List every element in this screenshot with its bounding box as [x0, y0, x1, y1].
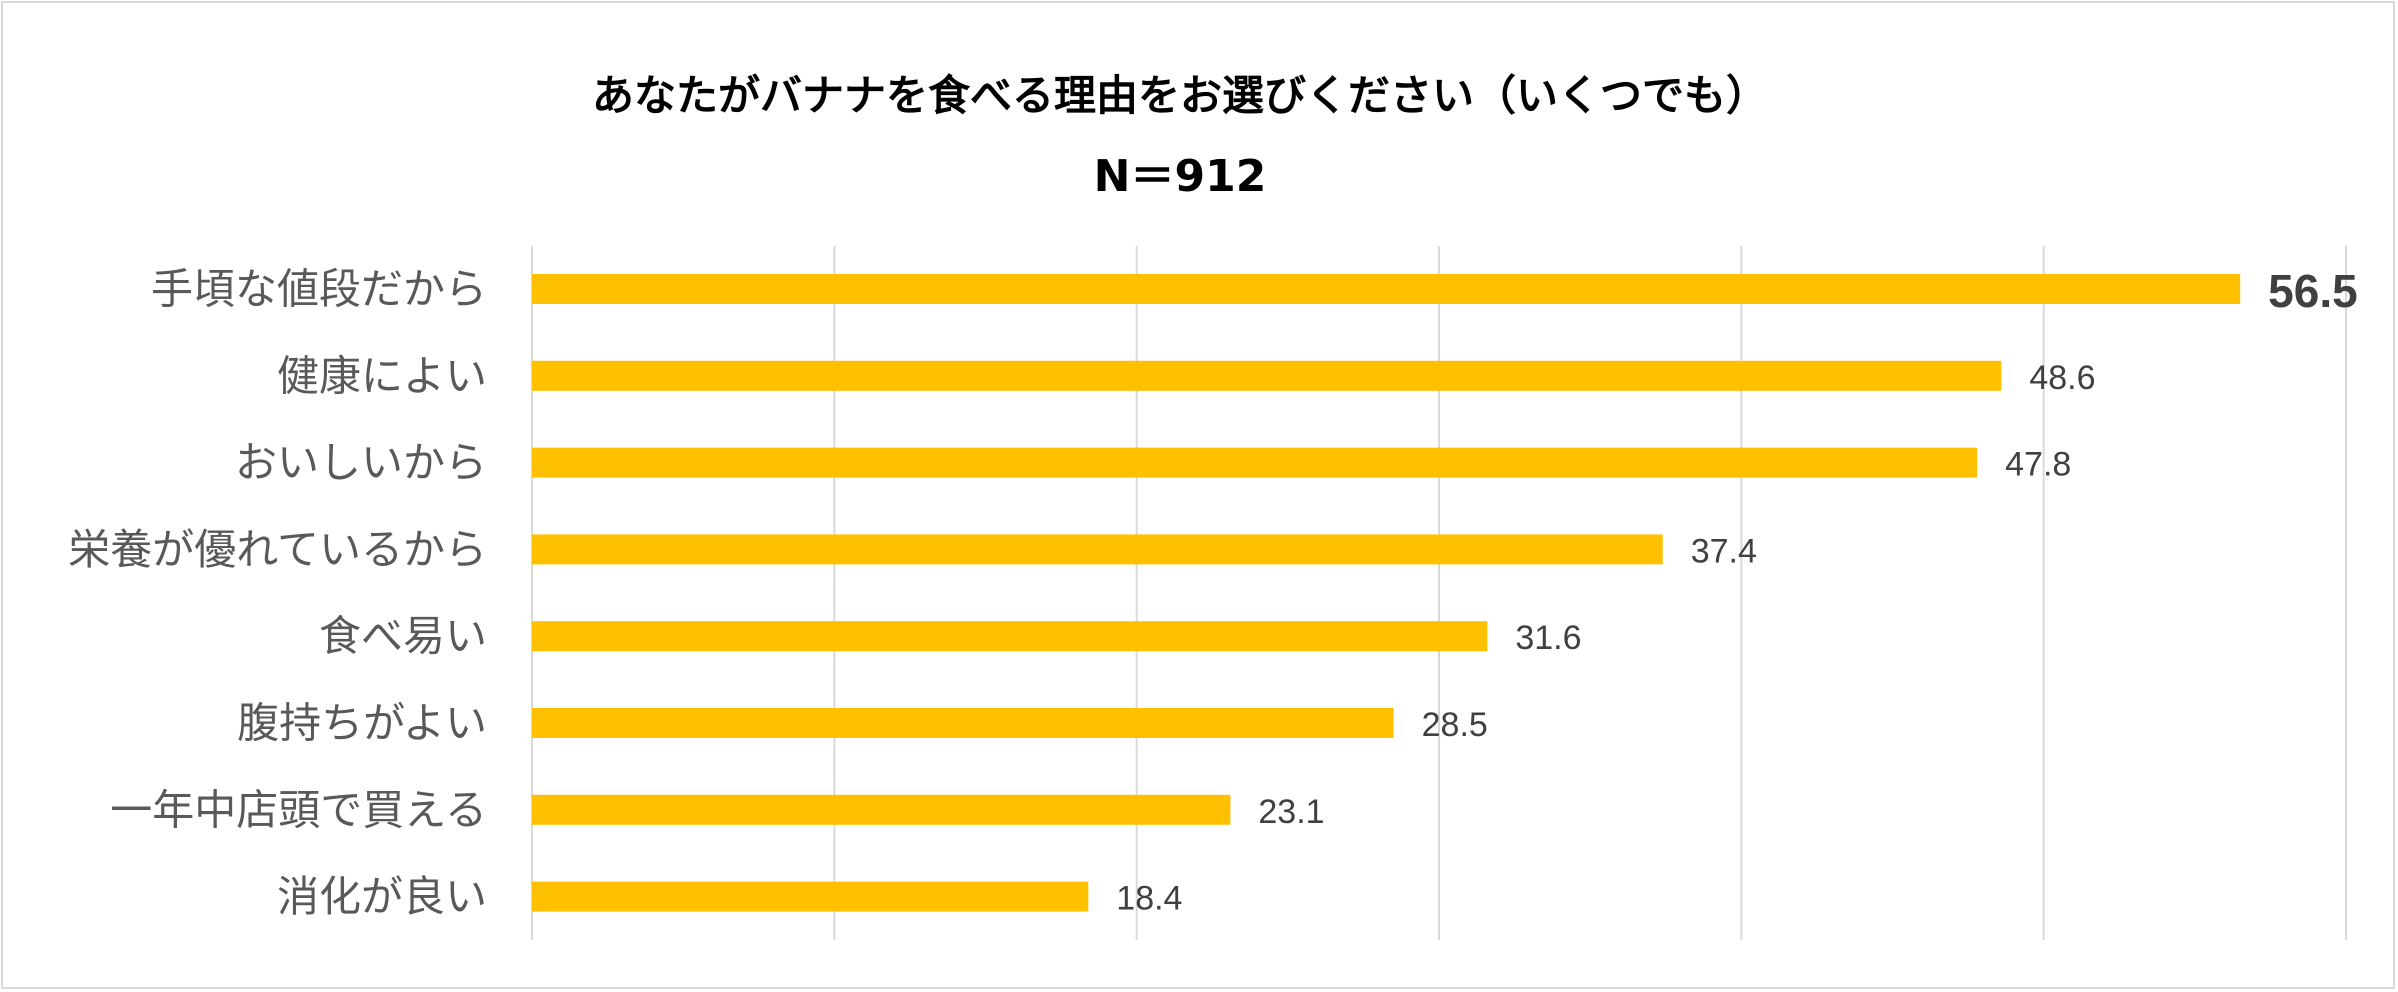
- category-labels: 手頃な値段だから健康によいおいしいから栄養が優れているから食べ易い腹持ちがよい一…: [68, 265, 487, 922]
- bars: [532, 274, 2241, 912]
- category-label-6: 腹持ちがよい: [237, 699, 487, 748]
- category-label-5: 食べ易い: [319, 612, 487, 661]
- bar-2: [532, 360, 2002, 391]
- bar-7: [532, 794, 1231, 825]
- value-label-8: 18.4: [1116, 880, 1182, 918]
- chart-title: あなたがバナナを食べる理由をお選びください（いくつでも）: [591, 71, 1768, 120]
- value-label-3: 47.8: [2005, 446, 2071, 484]
- value-label-4: 37.4: [1691, 532, 1757, 570]
- bar-8: [532, 881, 1089, 912]
- category-label-2: 健康によい: [277, 351, 487, 400]
- gridlines: [531, 246, 2347, 940]
- category-label-7: 一年中店頭で買える: [110, 785, 487, 834]
- bar-4: [532, 534, 1663, 565]
- bar-1: [532, 274, 2241, 304]
- bar-3: [532, 447, 1978, 478]
- value-label-6: 28.5: [1422, 706, 1488, 744]
- value-labels: 56.5 48.6 47.8 37.4 31.6 28.5 23.1 18.4: [1116, 265, 2357, 918]
- category-label-1: 手頃な値段だから: [151, 265, 487, 314]
- value-label-5: 31.6: [1515, 619, 1581, 657]
- value-label-1: 56.5: [2268, 265, 2358, 317]
- category-label-4: 栄養が優れているから: [68, 525, 487, 574]
- bar-5: [532, 621, 1488, 652]
- category-label-8: 消化が良い: [277, 872, 487, 921]
- category-label-3: おいしいから: [235, 438, 487, 487]
- bar-6: [532, 708, 1394, 738]
- value-label-7: 23.1: [1258, 793, 1324, 831]
- value-label-2: 48.6: [2029, 359, 2095, 397]
- chart-subtitle: N＝912: [1093, 151, 1267, 202]
